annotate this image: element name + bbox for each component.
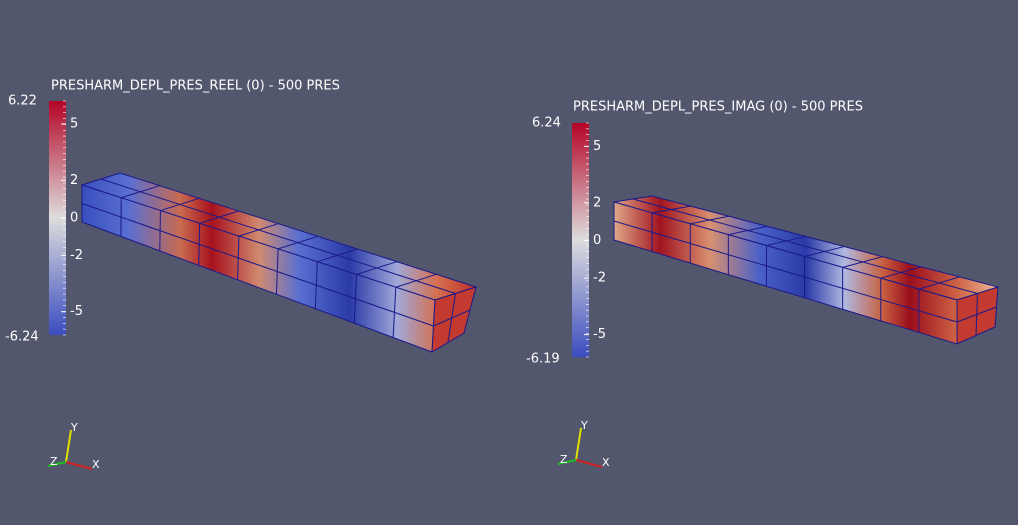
axis-y (575, 427, 582, 461)
axis-label-z: Z (50, 455, 58, 468)
mesh-line (447, 293, 456, 343)
range-min-label: -6.19 (526, 352, 560, 367)
tick-label: 5 (70, 116, 78, 131)
axis-label-x: X (92, 458, 100, 471)
mesh-line (975, 293, 978, 336)
axis-y (65, 429, 72, 463)
tick-label: 5 (593, 139, 601, 154)
scalar-bar (49, 101, 66, 335)
range-min-label: -6.24 (5, 330, 39, 345)
range-max-label: 6.22 (8, 94, 37, 109)
mesh-line (100, 178, 456, 294)
mesh-line (613, 220, 958, 323)
tick-label: 0 (593, 233, 601, 248)
axis-x (65, 461, 93, 470)
tick-label: -2 (593, 271, 606, 286)
axis-label-x: X (602, 456, 610, 469)
beam-end (431, 286, 477, 353)
scalar-bar-title: PRESHARM_DEPL_PRES_REEL (0) - 500 PRES (51, 79, 340, 94)
tick-label: 2 (593, 195, 601, 210)
beam-end (956, 286, 999, 345)
scalar-bar (572, 123, 589, 357)
axis-z (47, 461, 67, 467)
range-max-label: 6.24 (532, 116, 561, 131)
tick-label: -2 (70, 248, 83, 263)
axis-z (557, 459, 577, 465)
scalar-bar-title: PRESHARM_DEPL_PRES_IMAG (0) - 500 PRES (573, 100, 863, 115)
tick-label: 0 (70, 210, 78, 225)
mesh-line (632, 198, 978, 294)
axis-x (575, 459, 603, 468)
axis-label-y: Y (580, 419, 588, 432)
tick-label: 2 (70, 173, 78, 188)
tick-label: -5 (70, 304, 83, 319)
tick-label: -5 (593, 327, 606, 342)
axis-label-z: Z (560, 453, 568, 466)
axis-label-y: Y (70, 421, 78, 434)
mesh-line (81, 203, 434, 327)
